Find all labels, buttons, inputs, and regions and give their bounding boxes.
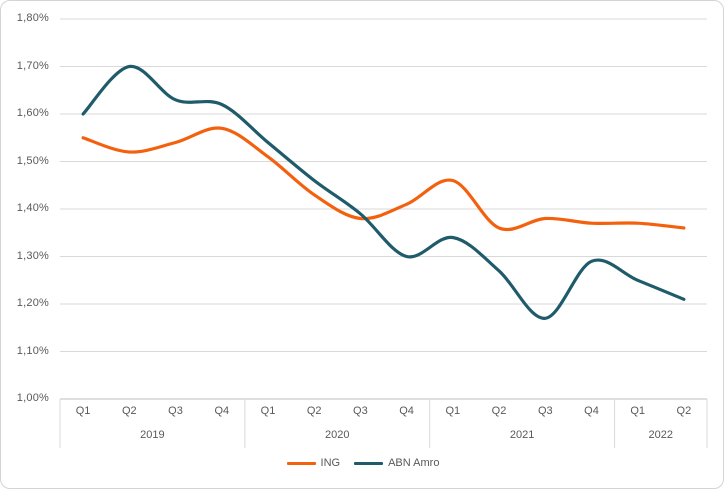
series-line-abn-amro — [81, 64, 686, 320]
x-axis-year-label: 2021 — [509, 429, 535, 441]
y-axis-tick-label: 1,60% — [16, 107, 49, 119]
x-axis-quarter-label: Q4 — [214, 405, 230, 417]
x-axis-quarter-label: Q1 — [75, 405, 91, 417]
x-axis-quarter-label: Q3 — [353, 405, 368, 417]
legend-swatch-abn-amro-line — [354, 461, 384, 465]
x-axis-quarter-label: Q2 — [676, 405, 692, 417]
y-axis-tick-label: 1,10% — [16, 344, 49, 357]
legend-label-ing: ING — [320, 457, 341, 469]
legend-item-ing[interactable]: ING — [286, 457, 341, 469]
x-axis-year-label: 2019 — [140, 429, 165, 441]
x-axis-quarter-label: Q1 — [630, 405, 646, 417]
legend-label-abn-amro: ABN Amro — [388, 457, 440, 469]
legend-swatch-ing-line — [286, 461, 316, 465]
x-axis-quarter-label: Q2 — [306, 405, 322, 417]
x-axis-quarter-label: Q4 — [399, 405, 414, 417]
y-axis-tick-label: 1,00% — [16, 392, 49, 404]
x-axis-quarter-label: Q1 — [445, 405, 461, 417]
y-axis-tick-label: 1,70% — [16, 59, 49, 72]
x-axis-quarter-label: Q3 — [168, 405, 183, 417]
y-axis-tick-label: 1,40% — [16, 202, 49, 214]
series-line-ing — [81, 126, 686, 232]
x-axis-year-label: 2020 — [325, 429, 350, 441]
y-axis-tick-label: 1,80% — [16, 12, 49, 24]
x-axis-quarter-label: Q2 — [491, 405, 507, 417]
x-axis-quarter-label: Q3 — [537, 405, 553, 417]
legend: ING ABN Amro — [1, 457, 723, 469]
x-axis-quarter-label: Q2 — [121, 405, 137, 417]
legend-item-abn-amro[interactable]: ABN Amro — [354, 457, 439, 469]
y-axis-tick-label: 1,30% — [16, 249, 49, 262]
x-axis-quarter-label: Q4 — [584, 405, 599, 417]
y-axis-tick-label: 1,20% — [16, 297, 49, 309]
y-axis-tick-label: 1,50% — [16, 154, 49, 167]
x-axis-year-label: 2022 — [648, 429, 674, 441]
x-axis-quarter-label: Q1 — [260, 405, 276, 417]
